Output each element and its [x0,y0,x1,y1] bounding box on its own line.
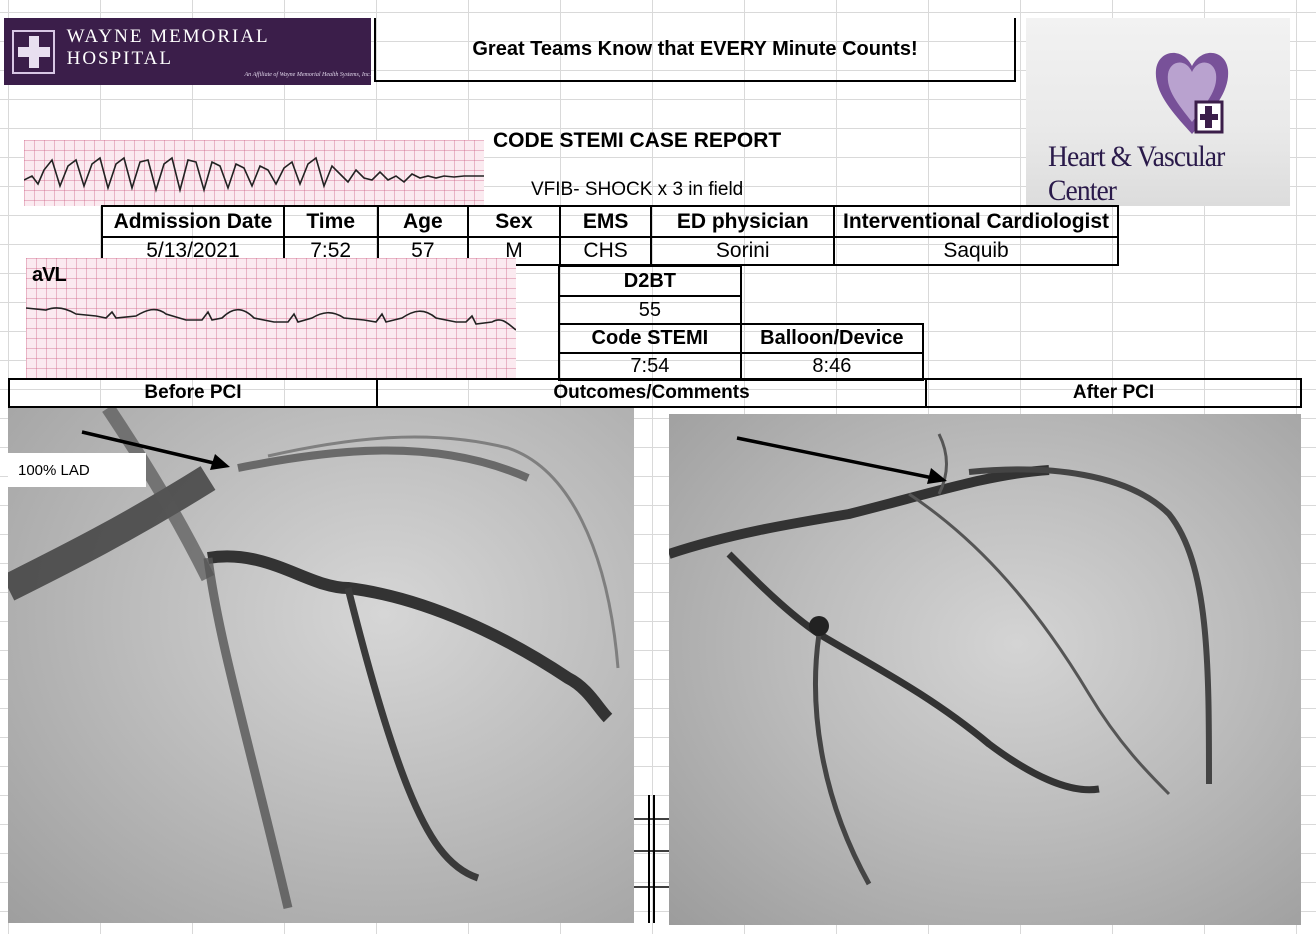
hospital-affiliate: An Affiliate of Wayne Memorial Health Sy… [244,71,371,78]
value-balloon-device: 8:46 [739,352,925,381]
header-age: Age [376,205,470,238]
section-before-pci: Before PCI [10,380,378,406]
header-code-stemi: Code STEMI [558,323,742,354]
arrow-icon [736,436,947,484]
header-admission-date: Admission Date [101,205,285,238]
section-outcomes: Outcomes/Comments [378,380,927,406]
patient-table: Admission Date Time Age Sex EMS ED physi… [101,205,1119,266]
center-logo-text: Heart & Vascular Center [1048,140,1225,207]
header-interventional-cardiologist: Interventional Cardiologist [833,205,1119,238]
header-balloon-device: Balloon/Device [739,323,925,354]
heart-vascular-logo: Heart & Vascular Center [1026,18,1290,207]
ecg-lead-label: aVL [32,264,67,286]
hospital-logo: WAYNE MEMORIAL HOSPITAL An Affiliate of … [4,18,371,85]
value-interventional-cardiologist: Saquib [833,236,1119,266]
value-code-stemi: 7:54 [558,352,742,381]
header-ed-physician: ED physician [650,205,836,238]
header-ems: EMS [558,205,653,238]
angiogram-after [669,414,1301,925]
arrow-icon [81,430,230,470]
value-ems: CHS [558,236,653,266]
heart-logo-icon [1155,52,1229,134]
angiogram-before: 100% LAD [8,408,634,923]
hospital-name: WAYNE MEMORIAL HOSPITAL [66,25,269,69]
slogan: Great Teams Know that EVERY Minute Count… [472,37,918,60]
slogan-box: Great Teams Know that EVERY Minute Count… [374,18,1016,82]
times-table: D2BT 55 Code STEMI Balloon/Device 7:54 8… [558,265,925,381]
lad-occlusion-label: 100% LAD [8,453,146,487]
header-d2bt: D2BT [558,265,742,297]
ecg-strip-avl: aVL [26,258,516,378]
value-d2bt: 55 [558,295,742,325]
section-header-row: Before PCI Outcomes/Comments After PCI [8,378,1302,408]
report-title: CODE STEMI CASE REPORT [493,129,782,152]
section-after-pci: After PCI [1072,382,1155,403]
hospital-cross-icon [12,29,55,74]
value-ed-physician: Sorini [650,236,836,266]
table-gridlines [634,795,669,923]
ecg-strip-vfib [23,140,484,206]
header-sex: Sex [467,205,561,238]
header-time: Time [282,205,379,238]
report-subtitle: VFIB- SHOCK x 3 in field [531,179,744,200]
